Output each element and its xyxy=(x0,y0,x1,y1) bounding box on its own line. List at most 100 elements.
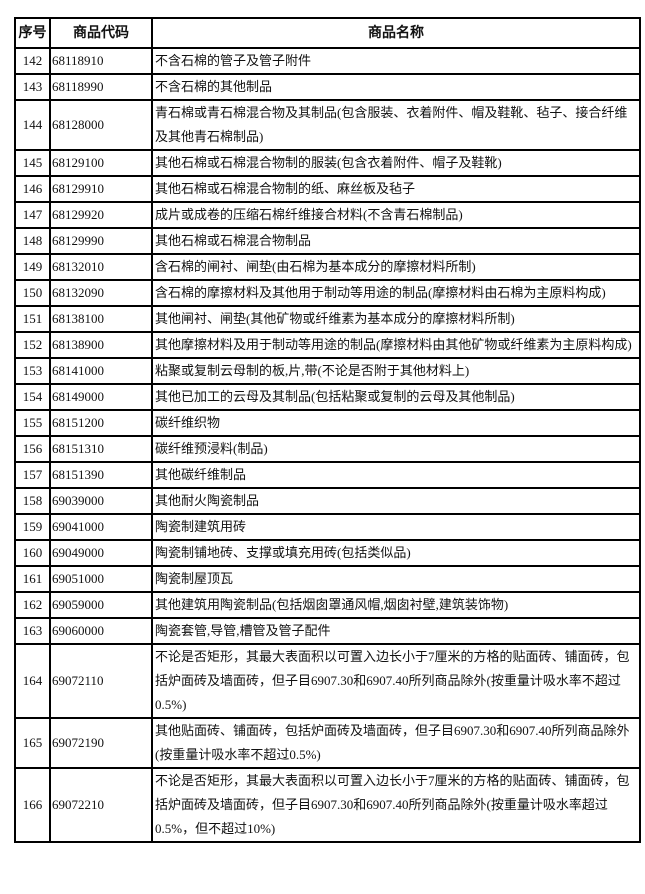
table-row: 156 68151310 碳纤维预浸料(制品) xyxy=(14,435,641,463)
name-cell: 其他摩擦材料及用于制动等用途的制品(摩擦材料由其他矿物或纤维素为主原料构成) xyxy=(151,331,641,359)
table-body: 142 68118910 不含石棉的管子及管子附件 143 68118990 不含石棉的其… xyxy=(14,47,641,843)
name-cell: 含石棉的闸衬、闸垫(由石棉为基本成分的摩擦材料所制) xyxy=(151,253,641,281)
header-serial: 序号 xyxy=(14,17,51,49)
code-cell: 69072110 xyxy=(49,643,153,719)
code-cell: 68138100 xyxy=(49,305,153,333)
header-name: 商品名称 xyxy=(151,17,641,49)
header-code: 商品代码 xyxy=(49,17,153,49)
table-row: 147 68129920 成片或成卷的压缩石棉纤维接合材料(不含青石棉制品) xyxy=(14,201,641,229)
serial-cell: 155 xyxy=(14,409,51,437)
name-cell: 其他已加工的云母及其制品(包括粘聚或复制的云母及其他制品) xyxy=(151,383,641,411)
name-cell: 其他建筑用陶瓷制品(包括烟囱罩通风帽,烟囱衬壁,建筑装饰物) xyxy=(151,591,641,619)
serial-cell: 160 xyxy=(14,539,51,567)
serial-cell: 142 xyxy=(14,47,51,75)
table-row: 149 68132010 含石棉的闸衬、闸垫(由石棉为基本成分的摩擦材料所制) xyxy=(14,253,641,281)
table-row: 160 69049000 陶瓷制铺地砖、支撑或填充用砖(包括类似品) xyxy=(14,539,641,567)
name-cell: 粘聚或复制云母制的板,片,带(不论是否附于其他材料上) xyxy=(151,357,641,385)
commodity-table: 序号 商品代码 商品名称 142 68118910 不含石棉的管子及管子附件 143 6… xyxy=(14,17,641,843)
table-row: 154 68149000 其他已加工的云母及其制品(包括粘聚或复制的云母及其他制品) xyxy=(14,383,641,411)
code-cell: 69072190 xyxy=(49,717,153,769)
serial-cell: 144 xyxy=(14,99,51,151)
serial-cell: 152 xyxy=(14,331,51,359)
code-cell: 69072210 xyxy=(49,767,153,843)
serial-cell: 157 xyxy=(14,461,51,489)
code-cell: 68149000 xyxy=(49,383,153,411)
name-cell: 陶瓷套管,导管,槽管及管子配件 xyxy=(151,617,641,645)
table-row: 151 68138100 其他闸衬、闸垫(其他矿物或纤维素为基本成分的摩擦材料所制) xyxy=(14,305,641,333)
serial-cell: 165 xyxy=(14,717,51,769)
name-cell: 其他石棉或石棉混合物制的服装(包含衣着附件、帽子及鞋靴) xyxy=(151,149,641,177)
table-row: 162 69059000 其他建筑用陶瓷制品(包括烟囱罩通风帽,烟囱衬壁,建筑装饰物… xyxy=(14,591,641,619)
code-cell: 68129920 xyxy=(49,201,153,229)
code-cell: 69051000 xyxy=(49,565,153,593)
table-row: 144 68128000 青石棉或青石棉混合物及其制品(包含服装、衣着附件、帽及鞋靴… xyxy=(14,99,641,151)
header-row: 序号 商品代码 商品名称 xyxy=(14,17,641,49)
name-cell: 陶瓷制建筑用砖 xyxy=(151,513,641,541)
name-cell: 其他贴面砖、铺面砖，包括炉面砖及墙面砖，但子目6907.30和6907.40所列… xyxy=(151,717,641,769)
name-cell: 其他石棉或石棉混合物制品 xyxy=(151,227,641,255)
serial-cell: 163 xyxy=(14,617,51,645)
code-cell: 68151200 xyxy=(49,409,153,437)
code-cell: 69041000 xyxy=(49,513,153,541)
table-row: 146 68129910 其他石棉或石棉混合物制的纸、麻丝板及毡子 xyxy=(14,175,641,203)
name-cell: 不论是否矩形，其最大表面积以可置入边长小于7厘米的方格的贴面砖、铺面砖，包括炉面… xyxy=(151,767,641,843)
name-cell: 其他碳纤维制品 xyxy=(151,461,641,489)
serial-cell: 151 xyxy=(14,305,51,333)
code-cell: 68118910 xyxy=(49,47,153,75)
serial-cell: 158 xyxy=(14,487,51,515)
table-row: 161 69051000 陶瓷制屋顶瓦 xyxy=(14,565,641,593)
table-row: 165 69072190 其他贴面砖、铺面砖，包括炉面砖及墙面砖，但子目6907.3… xyxy=(14,717,641,769)
serial-cell: 154 xyxy=(14,383,51,411)
serial-cell: 153 xyxy=(14,357,51,385)
table-row: 142 68118910 不含石棉的管子及管子附件 xyxy=(14,47,641,75)
code-cell: 68118990 xyxy=(49,73,153,101)
serial-cell: 150 xyxy=(14,279,51,307)
serial-cell: 148 xyxy=(14,227,51,255)
code-cell: 68132010 xyxy=(49,253,153,281)
name-cell: 其他耐火陶瓷制品 xyxy=(151,487,641,515)
serial-cell: 166 xyxy=(14,767,51,843)
code-cell: 68129990 xyxy=(49,227,153,255)
name-cell: 其他闸衬、闸垫(其他矿物或纤维素为基本成分的摩擦材料所制) xyxy=(151,305,641,333)
code-cell: 69059000 xyxy=(49,591,153,619)
name-cell: 不含石棉的管子及管子附件 xyxy=(151,47,641,75)
table-row: 148 68129990 其他石棉或石棉混合物制品 xyxy=(14,227,641,255)
name-cell: 陶瓷制屋顶瓦 xyxy=(151,565,641,593)
serial-cell: 143 xyxy=(14,73,51,101)
code-cell: 68151390 xyxy=(49,461,153,489)
name-cell: 其他石棉或石棉混合物制的纸、麻丝板及毡子 xyxy=(151,175,641,203)
table-row: 159 69041000 陶瓷制建筑用砖 xyxy=(14,513,641,541)
code-cell: 68141000 xyxy=(49,357,153,385)
code-cell: 68151310 xyxy=(49,435,153,463)
table-row: 166 69072210 不论是否矩形，其最大表面积以可置入边长小于7厘米的方格的贴… xyxy=(14,767,641,843)
table-row: 143 68118990 不含石棉的其他制品 xyxy=(14,73,641,101)
table-row: 150 68132090 含石棉的摩擦材料及其他用于制动等用途的制品(摩擦材料由石棉… xyxy=(14,279,641,307)
name-cell: 不论是否矩形，其最大表面积以可置入边长小于7厘米的方格的贴面砖、铺面砖，包括炉面… xyxy=(151,643,641,719)
serial-cell: 149 xyxy=(14,253,51,281)
serial-cell: 146 xyxy=(14,175,51,203)
code-cell: 68128000 xyxy=(49,99,153,151)
code-cell: 68129910 xyxy=(49,175,153,203)
code-cell: 69060000 xyxy=(49,617,153,645)
code-cell: 69049000 xyxy=(49,539,153,567)
table-row: 145 68129100 其他石棉或石棉混合物制的服装(包含衣着附件、帽子及鞋靴) xyxy=(14,149,641,177)
name-cell: 青石棉或青石棉混合物及其制品(包含服装、衣着附件、帽及鞋靴、毡子、接合纤维及其他… xyxy=(151,99,641,151)
name-cell: 不含石棉的其他制品 xyxy=(151,73,641,101)
table-row: 153 68141000 粘聚或复制云母制的板,片,带(不论是否附于其他材料上) xyxy=(14,357,641,385)
serial-cell: 159 xyxy=(14,513,51,541)
table-row: 164 69072110 不论是否矩形，其最大表面积以可置入边长小于7厘米的方格的贴… xyxy=(14,643,641,719)
name-cell: 碳纤维织物 xyxy=(151,409,641,437)
name-cell: 陶瓷制铺地砖、支撑或填充用砖(包括类似品) xyxy=(151,539,641,567)
serial-cell: 164 xyxy=(14,643,51,719)
table-row: 158 69039000 其他耐火陶瓷制品 xyxy=(14,487,641,515)
table-row: 155 68151200 碳纤维织物 xyxy=(14,409,641,437)
table-row: 157 68151390 其他碳纤维制品 xyxy=(14,461,641,489)
serial-cell: 162 xyxy=(14,591,51,619)
name-cell: 碳纤维预浸料(制品) xyxy=(151,435,641,463)
serial-cell: 145 xyxy=(14,149,51,177)
table-row: 163 69060000 陶瓷套管,导管,槽管及管子配件 xyxy=(14,617,641,645)
serial-cell: 156 xyxy=(14,435,51,463)
table-row: 152 68138900 其他摩擦材料及用于制动等用途的制品(摩擦材料由其他矿物或纤… xyxy=(14,331,641,359)
serial-cell: 161 xyxy=(14,565,51,593)
code-cell: 69039000 xyxy=(49,487,153,515)
